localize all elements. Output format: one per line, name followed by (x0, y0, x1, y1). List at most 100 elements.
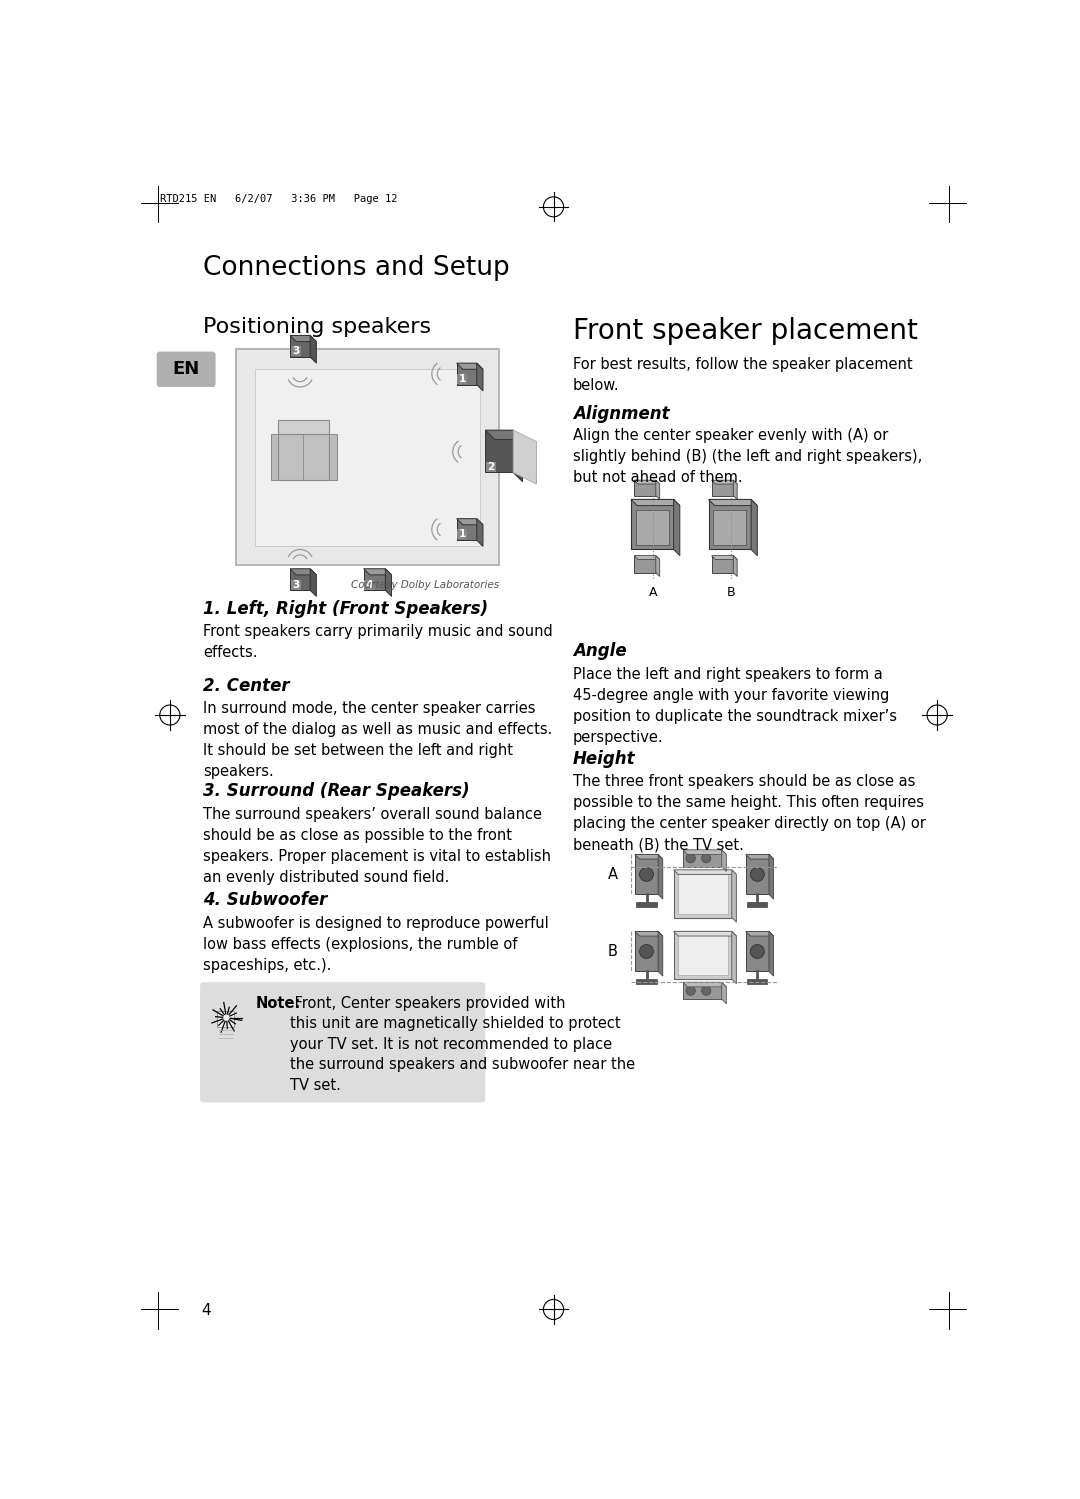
Bar (674, 869, 732, 917)
Polygon shape (721, 982, 727, 1004)
Bar (485, 430, 513, 472)
Polygon shape (658, 931, 663, 976)
Text: B: B (727, 586, 735, 600)
Bar (677, 874, 728, 914)
Text: Connections and Setup: Connections and Setup (203, 255, 510, 282)
Bar (458, 373, 468, 384)
Text: 4: 4 (366, 580, 373, 589)
Polygon shape (712, 556, 738, 559)
Circle shape (751, 868, 765, 881)
Text: Alignment: Alignment (572, 405, 670, 423)
FancyBboxPatch shape (200, 982, 485, 1102)
Text: Height: Height (572, 750, 635, 767)
Bar (713, 510, 746, 544)
Polygon shape (634, 480, 660, 484)
Polygon shape (712, 480, 738, 484)
Text: 1: 1 (459, 529, 467, 540)
Text: 2. Center: 2. Center (203, 676, 289, 694)
Bar (631, 499, 674, 550)
Bar (634, 556, 656, 573)
Text: 4. Subwoofer: 4. Subwoofer (203, 892, 327, 910)
Polygon shape (658, 854, 663, 899)
Polygon shape (631, 499, 679, 505)
Bar (291, 336, 310, 357)
Bar (635, 931, 658, 971)
Text: A: A (649, 586, 658, 600)
Polygon shape (674, 931, 737, 935)
Text: Positioning speakers: Positioning speakers (203, 316, 431, 337)
Bar (708, 499, 751, 550)
Polygon shape (513, 430, 523, 481)
Bar (279, 420, 328, 435)
Text: In surround mode, the center speaker carries
most of the dialog as well as music: In surround mode, the center speaker car… (203, 702, 553, 779)
Bar (634, 480, 656, 496)
Bar (747, 902, 768, 907)
Bar (271, 435, 279, 480)
Text: RTD215 EN   6/2/07   3:36 PM   Page 12: RTD215 EN 6/2/07 3:36 PM Page 12 (160, 193, 397, 204)
Polygon shape (674, 869, 737, 874)
Polygon shape (708, 499, 757, 505)
Bar (217, 1012, 234, 1027)
Circle shape (702, 986, 711, 995)
Bar (486, 462, 496, 472)
Bar (291, 346, 301, 357)
Text: 3. Surround (Rear Speakers): 3. Surround (Rear Speakers) (203, 782, 470, 800)
Text: EN: EN (173, 360, 200, 378)
Text: Align the center speaker evenly with (A) or
slightly behind (B) (the left and ri: Align the center speaker evenly with (A)… (572, 427, 922, 484)
Polygon shape (291, 336, 316, 342)
Text: Note:: Note: (256, 995, 301, 1012)
Polygon shape (364, 568, 392, 576)
Polygon shape (476, 519, 483, 547)
Bar (636, 979, 657, 983)
Polygon shape (634, 556, 660, 559)
Bar (712, 480, 733, 496)
Polygon shape (476, 363, 483, 391)
Text: 3: 3 (293, 580, 299, 589)
Text: Courtesy Dolby Laboratories: Courtesy Dolby Laboratories (351, 580, 499, 591)
Text: A subwoofer is designed to reproduce powerful
low bass effects (explosions, the : A subwoofer is designed to reproduce pow… (203, 916, 549, 973)
Polygon shape (291, 568, 316, 576)
Circle shape (702, 853, 711, 863)
Circle shape (639, 944, 653, 958)
Polygon shape (635, 854, 663, 859)
Polygon shape (733, 480, 738, 499)
Bar (458, 529, 468, 540)
Polygon shape (635, 931, 663, 935)
FancyBboxPatch shape (157, 352, 216, 387)
Polygon shape (745, 854, 773, 859)
Bar (328, 435, 337, 480)
Text: 1. Left, Right (Front Speakers): 1. Left, Right (Front Speakers) (203, 600, 488, 618)
Bar (683, 982, 721, 1000)
Bar (683, 850, 721, 866)
Text: 2: 2 (487, 462, 495, 472)
Text: A: A (608, 868, 618, 883)
Bar (255, 369, 480, 546)
Polygon shape (310, 336, 316, 363)
Polygon shape (683, 850, 727, 854)
Polygon shape (751, 499, 757, 556)
Polygon shape (457, 363, 483, 369)
Bar (745, 931, 769, 971)
Text: Angle: Angle (572, 642, 626, 660)
Polygon shape (656, 480, 660, 499)
Circle shape (639, 868, 653, 881)
Circle shape (686, 986, 696, 995)
Bar (636, 510, 669, 544)
Polygon shape (769, 854, 773, 899)
Text: 4: 4 (201, 1303, 211, 1318)
Bar (747, 979, 768, 983)
Bar (457, 363, 476, 385)
Polygon shape (656, 556, 660, 577)
Text: Place the left and right speakers to form a
45-degree angle with your favorite v: Place the left and right speakers to for… (572, 667, 896, 745)
Text: Front speaker placement: Front speaker placement (572, 316, 918, 345)
Circle shape (751, 944, 765, 958)
Bar (712, 556, 733, 573)
Text: 3: 3 (293, 346, 299, 357)
Polygon shape (769, 931, 773, 976)
Polygon shape (310, 568, 316, 597)
Bar (745, 854, 769, 895)
Polygon shape (513, 430, 537, 484)
Text: The surround speakers’ overall sound balance
should be as close as possible to t: The surround speakers’ overall sound bal… (203, 806, 551, 884)
Text: The three front speakers should be as close as
possible to the same height. This: The three front speakers should be as cl… (572, 775, 926, 853)
Bar (235, 349, 499, 565)
